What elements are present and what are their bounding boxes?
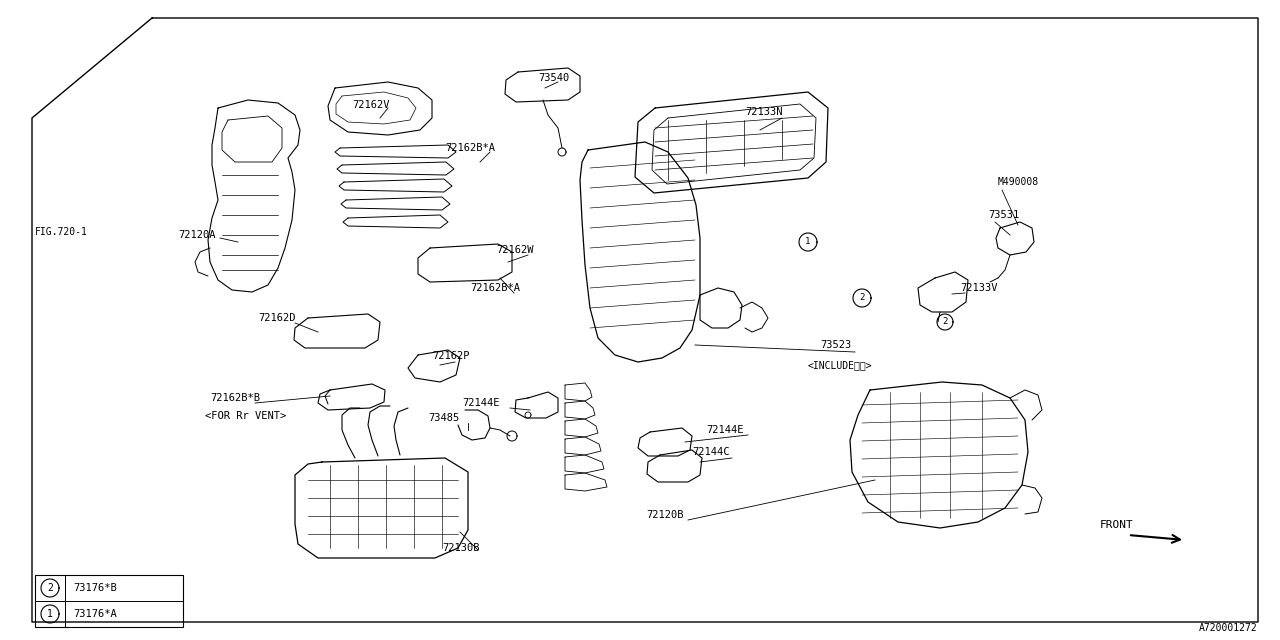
Text: 73523: 73523 — [820, 340, 851, 350]
Text: 72133V: 72133V — [960, 283, 997, 293]
Text: 2: 2 — [942, 317, 947, 326]
Bar — [35, 575, 183, 627]
Text: 72162V: 72162V — [352, 100, 389, 110]
Text: M490008: M490008 — [998, 177, 1039, 187]
Text: 1: 1 — [47, 609, 52, 619]
Text: 2: 2 — [47, 583, 52, 593]
Text: 2: 2 — [859, 294, 865, 303]
Text: 72144E: 72144E — [707, 425, 744, 435]
Text: 72162B*B: 72162B*B — [210, 393, 260, 403]
Text: <INCLUDE①②>: <INCLUDE①②> — [808, 360, 873, 370]
Text: 73531: 73531 — [988, 210, 1019, 220]
Text: 73540: 73540 — [538, 73, 570, 83]
Text: <FOR Rr VENT>: <FOR Rr VENT> — [205, 411, 287, 421]
Text: FIG.720-1: FIG.720-1 — [35, 227, 88, 237]
Text: 72162B*A: 72162B*A — [470, 283, 520, 293]
Text: 72162B*A: 72162B*A — [445, 143, 495, 153]
Text: 1: 1 — [805, 237, 810, 246]
Text: 72120A: 72120A — [178, 230, 215, 240]
Text: 73176*A: 73176*A — [73, 609, 116, 619]
Text: FRONT: FRONT — [1100, 520, 1134, 530]
Text: 72120B: 72120B — [646, 510, 684, 520]
Text: 72130B: 72130B — [442, 543, 480, 553]
Text: 73485: 73485 — [428, 413, 460, 423]
Text: A720001272: A720001272 — [1199, 623, 1258, 633]
Text: 72162D: 72162D — [259, 313, 296, 323]
Text: 72144C: 72144C — [692, 447, 730, 457]
Text: 72162W: 72162W — [497, 245, 534, 255]
Text: 73176*B: 73176*B — [73, 583, 116, 593]
Text: 72133N: 72133N — [745, 107, 782, 117]
Text: 72162P: 72162P — [433, 351, 470, 361]
Text: 72144E: 72144E — [462, 398, 499, 408]
